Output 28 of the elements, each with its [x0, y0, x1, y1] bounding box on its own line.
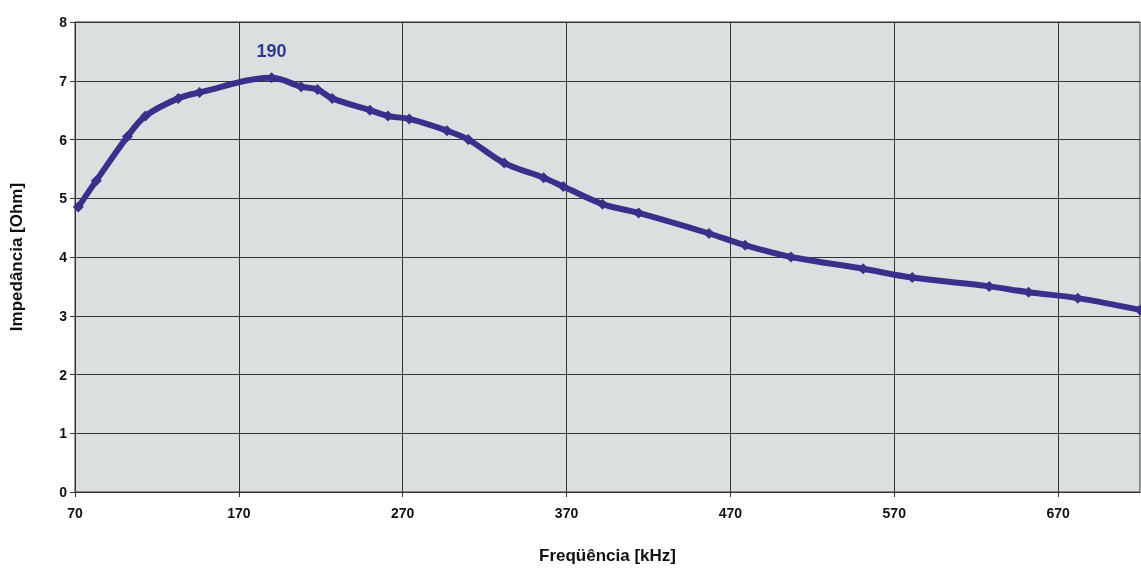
point	[557, 181, 569, 192]
y-tick-label: 0	[59, 484, 68, 500]
x-tick-label: 570	[882, 505, 907, 521]
point	[498, 157, 510, 169]
x-axis-title: Freqüência [kHz]	[539, 546, 676, 565]
point	[90, 175, 102, 187]
y-tick-label: 7	[59, 72, 68, 89]
y-tick-label: 8	[59, 14, 68, 30]
x-tick-label: 270	[391, 505, 415, 521]
y-tick-label: 3	[59, 307, 68, 324]
x-tick-label: 170	[227, 505, 251, 521]
x-tick-label: 470	[718, 505, 743, 521]
point	[538, 172, 550, 184]
annotation: 190	[256, 40, 287, 61]
y-axis-title: Impedância [Ohm]	[7, 182, 26, 332]
point	[462, 134, 474, 145]
x-tick-label: 70	[67, 505, 83, 521]
point	[121, 131, 133, 143]
y-tick-label: 5	[59, 190, 68, 207]
x-tick-label: 670	[1046, 505, 1070, 521]
y-tick-label: 1	[59, 425, 68, 442]
y-tick-label: 4	[59, 249, 68, 265]
point	[441, 125, 453, 137]
x-tick-label: 370	[554, 505, 579, 521]
point	[139, 110, 151, 122]
y-tick-label: 2	[59, 366, 68, 383]
point	[72, 201, 84, 213]
y-tick-label: 6	[59, 131, 68, 148]
